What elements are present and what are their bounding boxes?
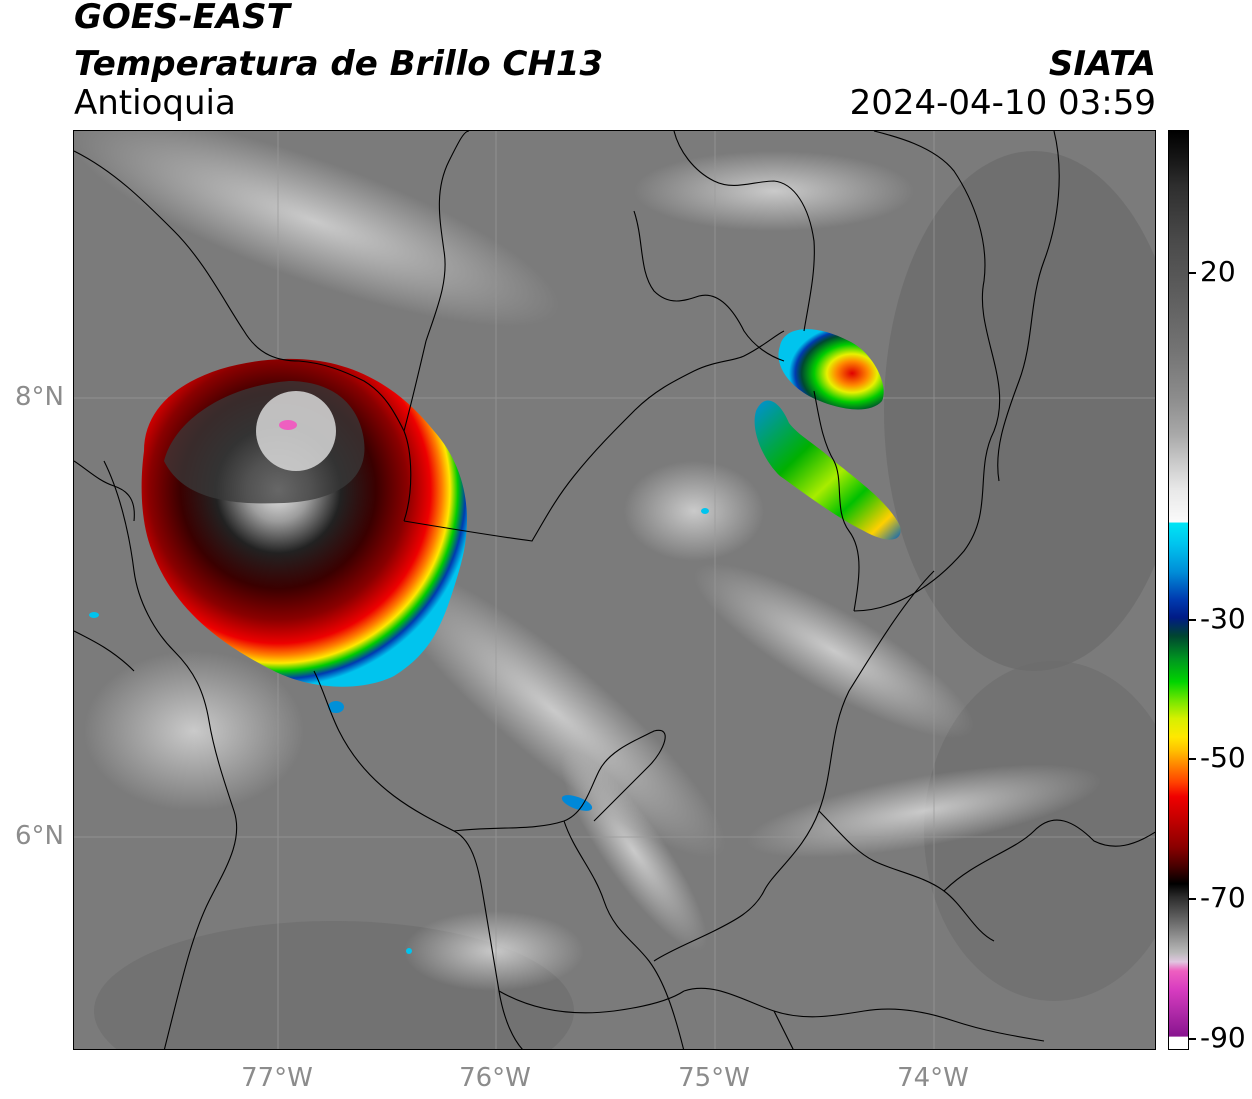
- lat-label-6n: 6°N: [15, 821, 64, 851]
- isolated-cell: [701, 508, 709, 514]
- political-boundaries: [74, 131, 1155, 1049]
- product-title: Temperatura de Brillo CH13: [74, 44, 604, 84]
- lon-label-74w: 74°W: [897, 1063, 969, 1093]
- cirrus-band: [634, 151, 914, 231]
- coldest-pixels: [279, 420, 297, 430]
- satellite-title: GOES-EAST: [74, 0, 290, 37]
- cirrus-band: [404, 911, 584, 991]
- cirrus-band: [746, 764, 1102, 858]
- colorbar-tick: [1189, 1038, 1196, 1040]
- warm-region-east: [884, 151, 1155, 671]
- brightness-temperature-map[interactable]: [73, 130, 1156, 1050]
- organization-label: SIATA: [1048, 44, 1156, 84]
- isolated-cell: [561, 795, 593, 811]
- cirrus-band: [74, 131, 560, 327]
- colorbar-tick: [1189, 758, 1196, 760]
- colorbar-label-minus30: -30: [1200, 602, 1246, 635]
- cirrus-band: [560, 751, 708, 951]
- temperature-colorbar: [1168, 130, 1189, 1050]
- cirrus-band: [84, 651, 304, 811]
- isolated-cell: [328, 701, 344, 713]
- colorbar-tick: [1189, 619, 1196, 621]
- northeast-storm-cell: [778, 329, 884, 410]
- lat-label-8n: 8°N: [15, 382, 64, 412]
- colorbar-tick: [1189, 898, 1196, 900]
- cirrus-band: [694, 563, 974, 739]
- elongated-storm-line: [754, 400, 901, 540]
- cirrus-band: [382, 564, 726, 858]
- colorbar-label-minus70: -70: [1200, 881, 1246, 914]
- colorbar-label-20: 20: [1200, 255, 1236, 288]
- timestamp-label: 2024-04-10 03:59: [849, 83, 1156, 123]
- colorbar-tick: [1189, 272, 1196, 274]
- isolated-cell: [406, 948, 412, 954]
- cirrus-band: [624, 461, 764, 561]
- isolated-cell: [89, 612, 99, 618]
- lon-label-77w: 77°W: [241, 1063, 313, 1093]
- coldest-core: [256, 391, 336, 471]
- region-label: Antioquia: [74, 83, 236, 123]
- warm-region-southeast: [924, 661, 1155, 1001]
- colorbar-label-minus90: -90: [1200, 1021, 1246, 1054]
- colorbar-label-minus50: -50: [1200, 741, 1246, 774]
- lon-label-75w: 75°W: [678, 1063, 750, 1093]
- lon-label-76w: 76°W: [459, 1063, 531, 1093]
